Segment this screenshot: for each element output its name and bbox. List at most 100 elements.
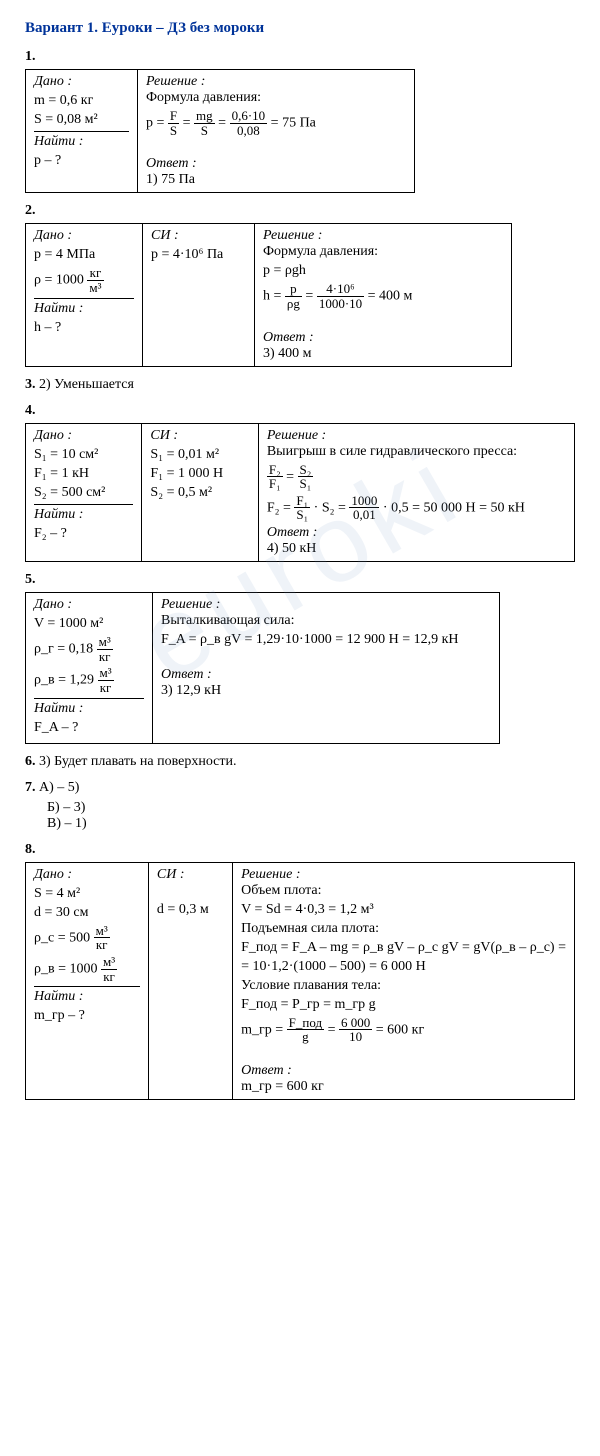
- frac-den: 0,08: [230, 124, 268, 138]
- eq-lhs: h =: [263, 289, 285, 304]
- p5-eq1: F_A = ρ_в gV = 1,29·10·1000 = 12 900 Н =…: [161, 632, 491, 648]
- frac-num: F: [168, 109, 179, 124]
- p8-l3: Условие плавания тела:: [241, 978, 566, 994]
- rho-lhs: ρ_г = 0,18: [34, 641, 97, 656]
- problem-7-b: Б) – 3): [47, 800, 575, 816]
- p8-answer: m_гр = 600 кг: [241, 1079, 566, 1095]
- p4-given-cell: Дано : S₁ = 10 см² F₁ = 1 кН S₂ = 500 см…: [26, 423, 142, 562]
- p8-si-d: d = 0,3 м: [157, 902, 224, 918]
- find-header: Найти :: [34, 986, 140, 1005]
- frac-den: ρg: [285, 297, 302, 311]
- problem-6-answer: 3) Будет плавать на поверхности.: [39, 754, 237, 769]
- frac-den: S: [194, 124, 215, 138]
- p8-e2b: = 10·1,2·(1000 – 500) = 6 000 Н: [241, 959, 566, 975]
- frac-num: 4·10⁶: [317, 282, 364, 297]
- p5-solution-cell: Решение : Выталкивающая сила: F_A = ρ_в …: [153, 593, 500, 744]
- frac-num: F₂: [267, 463, 283, 478]
- p8-find: m_гр – ?: [34, 1008, 140, 1024]
- rho-lhs: ρ_в = 1,29: [34, 673, 98, 688]
- frac-den: кг: [98, 681, 114, 695]
- given-header: Дано :: [34, 228, 134, 244]
- p8-e4: m_гр = F_подg = 6 00010 = 600 кг: [241, 1016, 566, 1044]
- find-header: Найти :: [34, 131, 129, 150]
- p1-answer: 1) 75 Па: [146, 172, 406, 188]
- problem-8-number: 8.: [25, 842, 575, 858]
- answer-header: Ответ :: [161, 667, 491, 683]
- p4-S1: S₁ = 10 см²: [34, 447, 133, 463]
- p4-si-cell: СИ : S₁ = 0,01 м² F₁ = 1 000 Н S₂ = 0,5 …: [142, 423, 258, 562]
- p8-d: d = 30 см: [34, 905, 140, 921]
- frac-den: 10: [339, 1030, 372, 1044]
- frac-num: м³: [98, 666, 114, 681]
- frac-num: м³: [101, 955, 117, 970]
- si-header: СИ :: [150, 428, 249, 444]
- p1-equation: p = FS = mgS = 0,6·100,08 = 75 Па: [146, 109, 406, 137]
- problem-6-number: 6.: [25, 754, 36, 769]
- p8-e1: V = Sd = 4·0,3 = 1,2 м³: [241, 902, 566, 918]
- p2-si-cell: СИ : p = 4·10⁶ Па: [143, 224, 255, 366]
- p5-rho-g: ρ_г = 0,18 м³кг: [34, 635, 144, 663]
- rho-lhs: ρ_в = 1000: [34, 961, 101, 976]
- p5-given-cell: Дано : V = 1000 м² ρ_г = 0,18 м³кг ρ_в =…: [26, 593, 153, 744]
- p5-rho-v: ρ_в = 1,29 м³кг: [34, 666, 144, 694]
- find-header: Найти :: [34, 698, 144, 717]
- p8-rho-v: ρ_в = 1000 м³кг: [34, 955, 140, 983]
- answer-header: Ответ :: [241, 1063, 566, 1079]
- problem-5-number: 5.: [25, 572, 575, 588]
- eq-rhs: = 600 кг: [376, 1022, 424, 1037]
- frac-num: 1000: [349, 494, 379, 509]
- given-header: Дано :: [34, 74, 129, 90]
- eq-mid: · S₂ =: [314, 500, 350, 515]
- rho-lhs: ρ_с = 500: [34, 930, 94, 945]
- problem-4-box: Дано : S₁ = 10 см² F₁ = 1 кН S₂ = 500 см…: [25, 423, 575, 563]
- frac-num: S₂: [298, 463, 314, 478]
- given-header: Дано :: [34, 428, 133, 444]
- p2-rho: ρ = 1000 кгм³: [34, 266, 134, 294]
- p8-l2: Подъемная сила плота:: [241, 921, 566, 937]
- frac-num: 0,6·10: [230, 109, 268, 124]
- problem-5-box: Дано : V = 1000 м² ρ_г = 0,18 м³кг ρ_в =…: [25, 592, 500, 744]
- problem-7-a: А) – 5): [39, 780, 79, 795]
- solution-header: Решение :: [146, 74, 406, 90]
- rho-lhs: ρ = 1000: [34, 273, 87, 288]
- frac-den: кг: [101, 970, 117, 984]
- p4-solution-cell: Решение : Выигрыш в силе гидравлического…: [258, 423, 574, 562]
- problem-1-box: Дано : m = 0,6 кг S = 0,08 м² Найти : p …: [25, 69, 415, 193]
- problem-1-number: 1.: [25, 49, 575, 65]
- frac-num: F₁: [294, 494, 310, 509]
- p4-find: F₂ – ?: [34, 526, 133, 542]
- eq-lhs: m_гр =: [241, 1022, 287, 1037]
- frac-den: S₁: [298, 477, 314, 491]
- problem-3-number: 3.: [25, 377, 36, 392]
- p8-S: S = 4 м²: [34, 886, 140, 902]
- p5-find: F_A – ?: [34, 720, 144, 736]
- p5-V: V = 1000 м²: [34, 616, 144, 632]
- p8-l1: Объем плота:: [241, 883, 566, 899]
- frac-num: F_под: [287, 1016, 324, 1031]
- frac-den: 0,01: [349, 508, 379, 522]
- problem-7: 7. А) – 5): [25, 780, 575, 796]
- problem-2-number: 2.: [25, 203, 575, 219]
- eq-rhs: · 0,5 = 50 000 Н = 50 кН: [383, 500, 525, 515]
- frac-den: кг: [97, 650, 113, 664]
- p1-solution-cell: Решение : Формула давления: p = FS = mgS…: [138, 70, 415, 193]
- p8-solution-cell: Решение : Объем плота: V = Sd = 4·0,3 = …: [233, 862, 575, 1099]
- p8-rho-c: ρ_с = 500 м³кг: [34, 924, 140, 952]
- p8-e3: F_под = P_гр = m_гр g: [241, 997, 566, 1013]
- eq-lhs: p =: [146, 115, 168, 130]
- p8-given-cell: Дано : S = 4 м² d = 30 см ρ_с = 500 м³кг…: [26, 862, 149, 1099]
- frac-den: м³: [87, 281, 103, 295]
- frac-den: S₁: [294, 508, 310, 522]
- solution-header: Решение :: [161, 597, 491, 613]
- frac-den: F₁: [267, 477, 283, 491]
- p4-si-S1: S₁ = 0,01 м²: [150, 447, 249, 463]
- p8-si-cell: СИ : d = 0,3 м: [148, 862, 232, 1099]
- p2-eq2: h = pρg = 4·10⁶1000·10 = 400 м: [263, 282, 503, 310]
- p4-si-S2: S₂ = 0,5 м²: [150, 485, 249, 501]
- p5-line1: Выталкивающая сила:: [161, 613, 491, 629]
- problem-6: 6. 3) Будет плавать на поверхности.: [25, 754, 575, 770]
- problem-4-number: 4.: [25, 403, 575, 419]
- frac-num: м³: [94, 924, 110, 939]
- find-header: Найти :: [34, 504, 133, 523]
- solution-header: Решение :: [267, 428, 566, 444]
